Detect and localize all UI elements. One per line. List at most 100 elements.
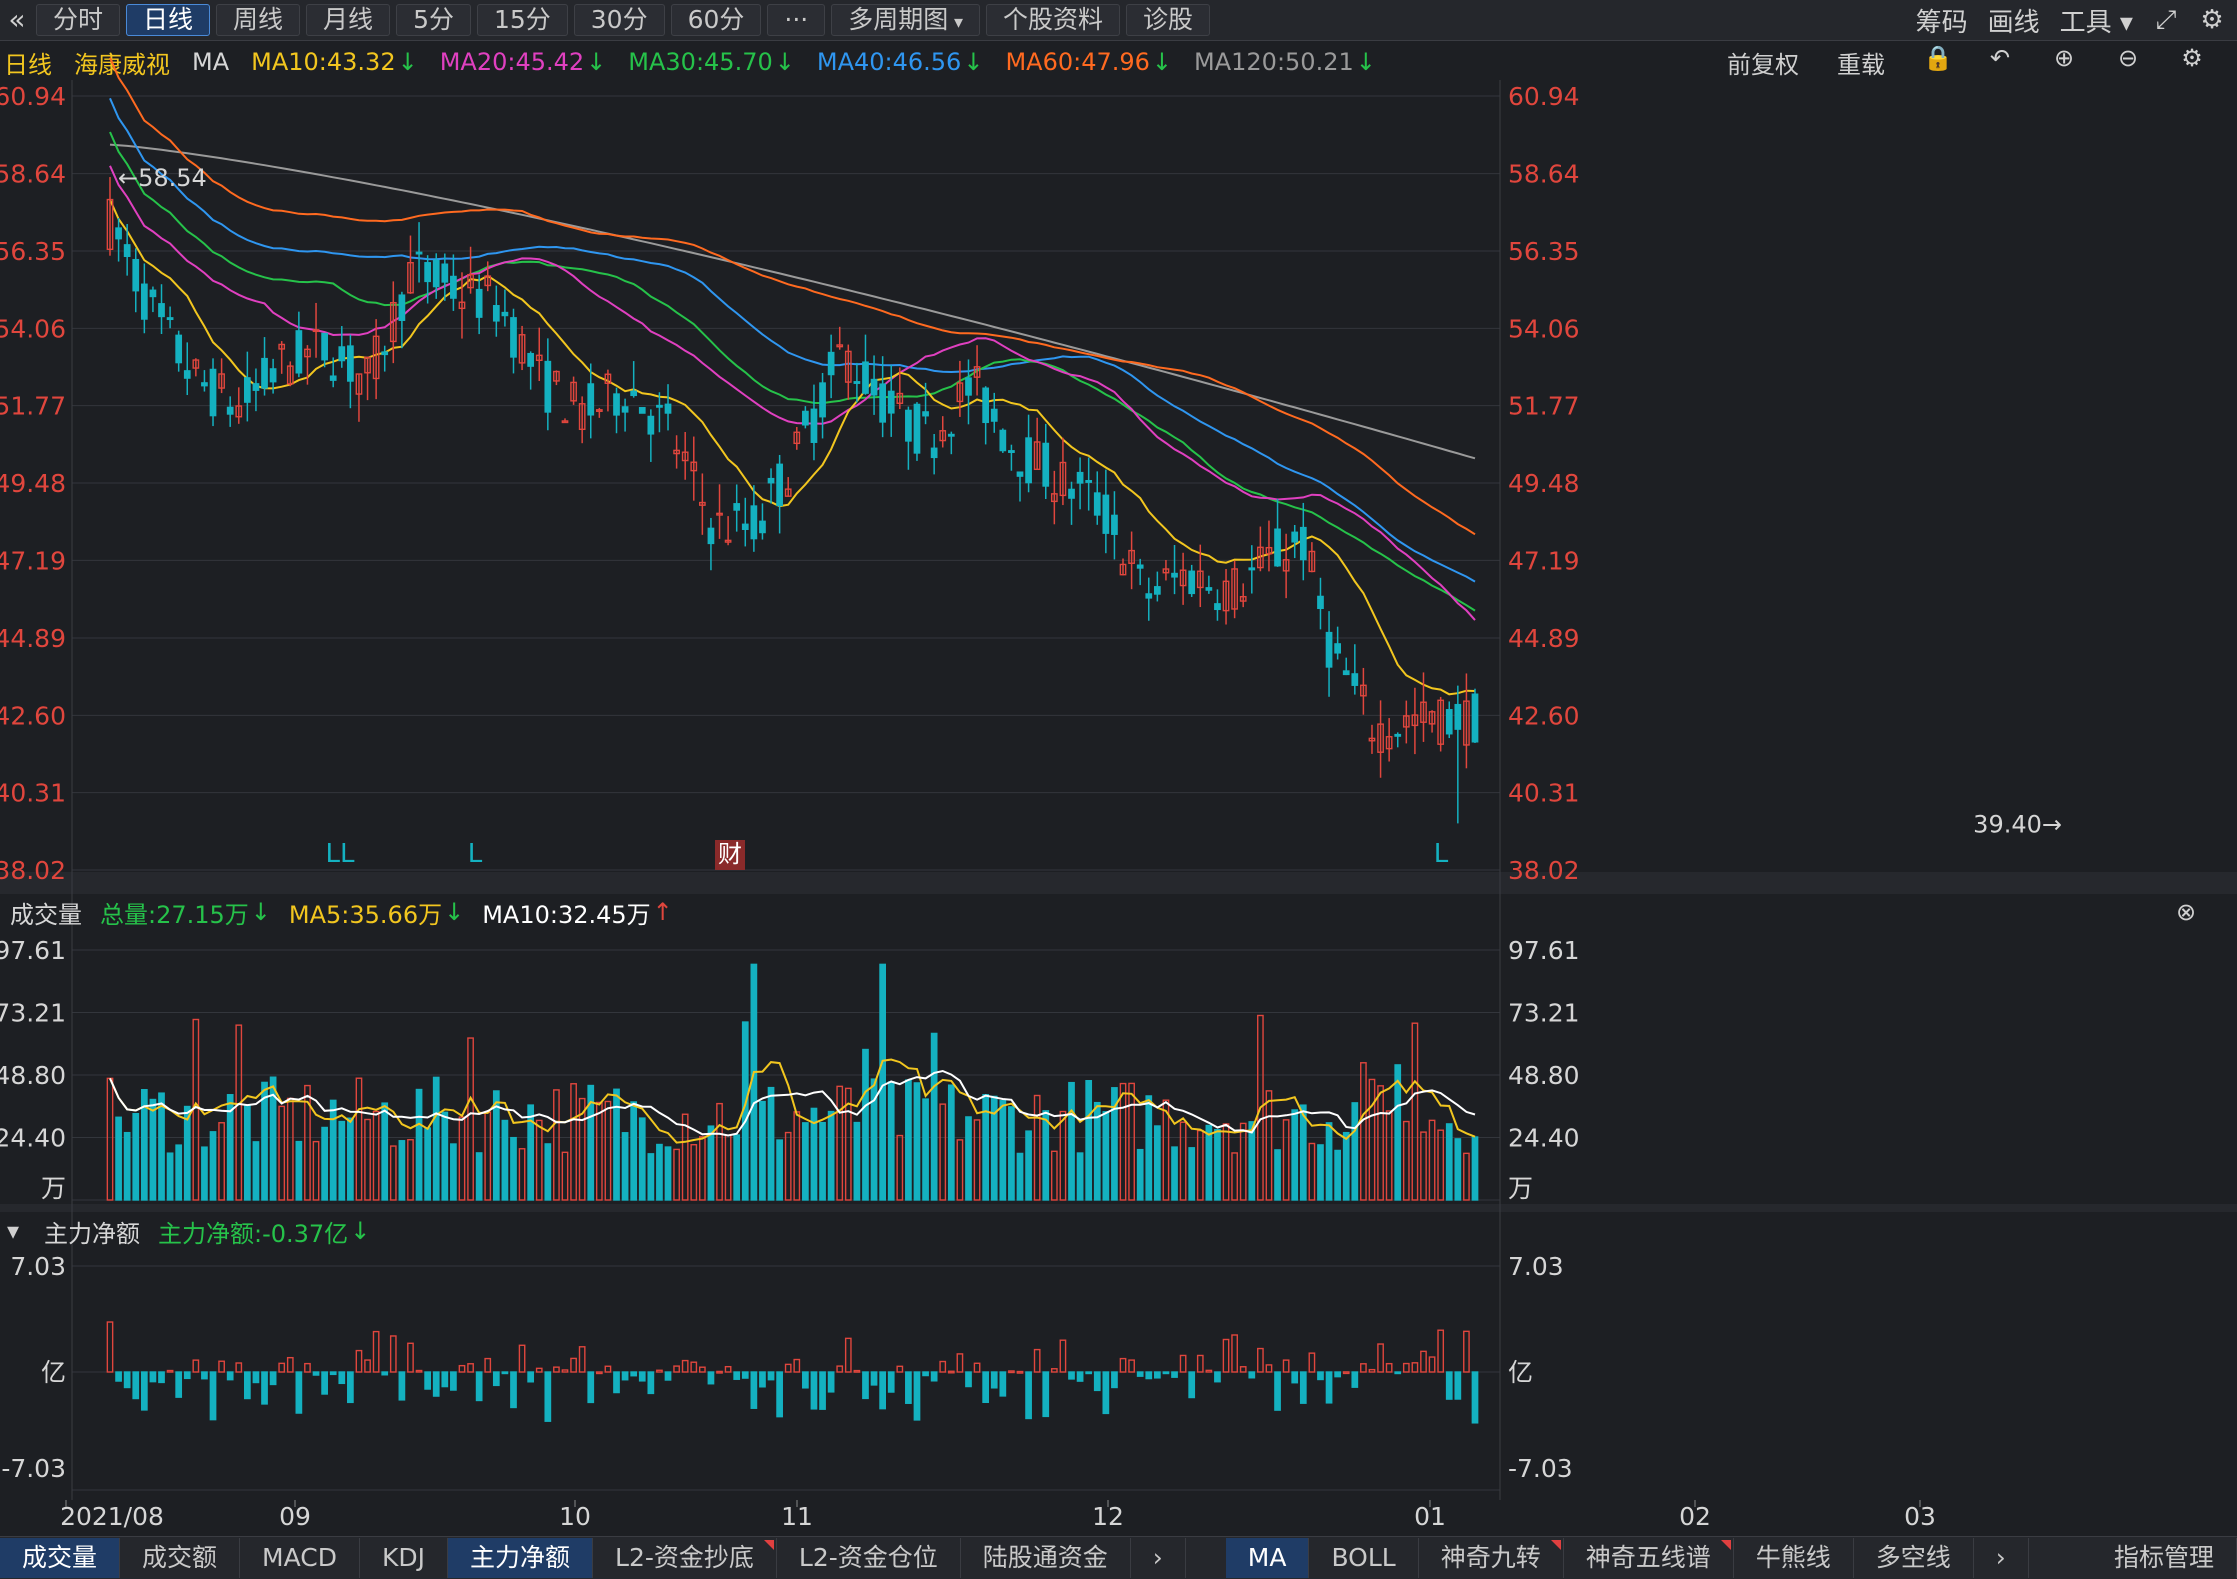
- draw-button[interactable]: 画线: [1987, 7, 2040, 38]
- volume-bar: [561, 1151, 569, 1201]
- indicator-tab-12[interactable]: 牛熊线: [1734, 1538, 1854, 1578]
- period-tab-2[interactable]: 周线: [216, 4, 301, 36]
- candle-body: [1274, 528, 1281, 567]
- candle-body: [295, 330, 303, 374]
- scroll-right-icon[interactable]: ›: [1131, 1538, 1186, 1578]
- indicator-tab-1[interactable]: 成交额: [120, 1538, 241, 1578]
- candle-body: [656, 404, 663, 408]
- period-tab-6[interactable]: 30分: [573, 4, 665, 36]
- candle-body: [1025, 437, 1032, 484]
- fullscreen-icon[interactable]: ⤢: [2155, 5, 2177, 35]
- volume-bar: [879, 963, 887, 1201]
- stock-name[interactable]: 海康威视: [74, 50, 170, 79]
- ma-legend-item[interactable]: MA60:47.96↓: [1005, 48, 1172, 76]
- signal-marker: LL: [326, 839, 355, 869]
- ma-value: MA10:43.32: [251, 48, 396, 76]
- reload-button[interactable]: 重载: [1837, 50, 1885, 79]
- flow-tick-right: 亿: [1508, 1358, 1533, 1387]
- ma-legend-item[interactable]: MA10:43.32↓: [251, 48, 418, 76]
- candle-body: [750, 505, 758, 540]
- settings-icon[interactable]: ⚙: [2181, 43, 2203, 72]
- indicator-tab-0[interactable]: 成交量: [0, 1538, 121, 1578]
- indicator-tab-9[interactable]: BOLL: [1309, 1538, 1419, 1578]
- ma-value: MA60:47.96: [1005, 48, 1150, 76]
- volume-tick-right: 97.61: [1508, 936, 1580, 965]
- period-tab-4[interactable]: 5分: [396, 4, 471, 36]
- volume-bar: [252, 1141, 260, 1201]
- close-icon[interactable]: ⊗: [2175, 898, 2197, 926]
- period-tab-10[interactable]: 个股资料: [986, 4, 1121, 36]
- period-tab-0[interactable]: 分时: [36, 4, 121, 36]
- period-tab-1[interactable]: 日线: [126, 4, 211, 36]
- indicator-tab-11[interactable]: 神奇五线谱: [1564, 1538, 1734, 1578]
- down-arrow-icon: ↓: [963, 48, 984, 76]
- ma-legend-item[interactable]: MA30:45.70↓: [628, 48, 795, 76]
- indicator-tab-13[interactable]: 多空线: [1854, 1538, 1974, 1578]
- flow-bar: [1025, 1371, 1032, 1420]
- zoom-in-icon[interactable]: ⊕: [2053, 43, 2075, 72]
- indicator-tab-5[interactable]: L2-资金抄底: [593, 1538, 777, 1578]
- indicator-tab-10[interactable]: 神奇九转: [1419, 1538, 1564, 1578]
- candle-body: [922, 411, 929, 417]
- candle-body: [947, 433, 955, 437]
- zoom-out-icon[interactable]: ⊖: [2117, 43, 2139, 72]
- volume-bar: [518, 1148, 526, 1201]
- indicator-tab-6[interactable]: L2-资金仓位: [777, 1538, 961, 1578]
- flow-bar: [407, 1342, 414, 1373]
- indicator-tab-2[interactable]: MACD: [240, 1538, 360, 1578]
- main-legend: 日线 海康威视 MA MA10:43.32↓ MA20:45.42↓ MA30:45…: [0, 42, 2237, 82]
- scroll-right-icon[interactable]: ›: [1974, 1538, 2029, 1578]
- volume-bar: [673, 1148, 680, 1201]
- indicator-name[interactable]: MA: [192, 48, 230, 76]
- flow-bar: [1342, 1371, 1350, 1375]
- candle-body: [887, 390, 895, 414]
- chevron-left-icon[interactable]: «: [8, 3, 26, 36]
- volume-bar: [226, 1094, 234, 1201]
- volume-bar: [553, 1089, 560, 1201]
- gear-icon[interactable]: ⚙: [2200, 5, 2224, 35]
- candle-body: [965, 377, 972, 396]
- chips-button[interactable]: 筹码: [1915, 7, 1968, 38]
- flow-bar: [415, 1369, 423, 1373]
- indicator-tab-3[interactable]: KDJ: [360, 1538, 449, 1578]
- flow-bar: [1368, 1368, 1376, 1373]
- ma60-line: [109, 57, 1476, 536]
- lock-icon[interactable]: 🔒: [1923, 43, 1953, 72]
- indicator-tab-4[interactable]: 主力净额: [448, 1538, 594, 1578]
- period-tab-5[interactable]: 15分: [476, 4, 568, 36]
- indicator-tab-14[interactable]: 指标管理: [2092, 1538, 2237, 1578]
- volume-bar: [1368, 1078, 1376, 1201]
- tools-button[interactable]: 工具 ▾: [2059, 7, 2133, 38]
- ma30-line: [109, 131, 1476, 612]
- ma-legend-item[interactable]: MA40:46.56↓: [817, 48, 984, 76]
- period-tab-11[interactable]: 诊股: [1126, 4, 1211, 36]
- period-tab-7[interactable]: 60分: [670, 4, 762, 36]
- candle-body: [879, 383, 887, 423]
- flow-bar: [432, 1371, 440, 1397]
- indicator-tab-8[interactable]: MA: [1225, 1538, 1310, 1578]
- ma-legend-item[interactable]: MA120:50.21↓: [1194, 48, 1376, 76]
- volume-bar: [647, 1153, 655, 1201]
- price-tick-right: 49.48: [1508, 469, 1580, 498]
- ma-legend-item[interactable]: MA20:45.42↓: [440, 48, 607, 76]
- candle-body: [312, 329, 320, 333]
- candle-body: [1445, 709, 1453, 735]
- volume-bar: [278, 1105, 286, 1201]
- period-tab-9[interactable]: 多周期图: [831, 4, 981, 36]
- flow-bar: [1239, 1366, 1247, 1373]
- volume-title[interactable]: 成交量: [10, 900, 82, 929]
- candle-body: [286, 365, 294, 385]
- price-tick-right: 42.60: [1508, 701, 1580, 730]
- flow-title[interactable]: 主力净额: [44, 1219, 140, 1248]
- collapse-icon[interactable]: ▾: [6, 1217, 20, 1245]
- undo-icon[interactable]: ↶: [1989, 43, 2011, 72]
- candle-body: [681, 451, 689, 462]
- period-tab-8[interactable]: ···: [767, 4, 826, 36]
- indicator-tab-7[interactable]: 陆股通资金: [961, 1538, 1131, 1578]
- adjust-button[interactable]: 前复权: [1727, 50, 1799, 79]
- flow-bar: [1085, 1371, 1093, 1375]
- period-tab-3[interactable]: 月线: [306, 4, 391, 36]
- flow-bar: [896, 1365, 904, 1373]
- candle-body: [1231, 568, 1238, 610]
